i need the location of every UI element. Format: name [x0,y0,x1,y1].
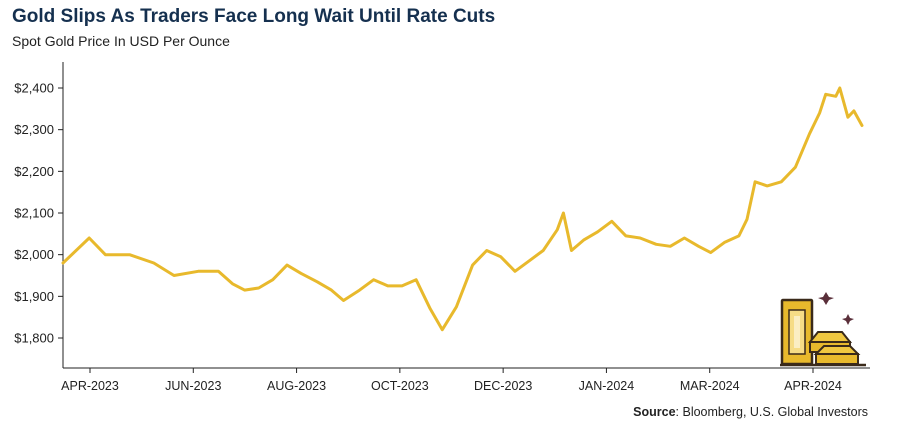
chart-title: Gold Slips As Traders Face Long Wait Unt… [12,6,496,27]
x-tick-label: AUG-2023 [267,379,326,393]
y-tick-label: $1,900 [14,289,54,304]
y-tick-label: $2,000 [14,247,54,262]
source-note: Source: Bloomberg, U.S. Global Investors [633,405,868,419]
x-tick-label: OCT-2023 [371,379,429,393]
x-tick-label: JAN-2024 [579,379,635,393]
x-tick-label: APR-2024 [784,379,842,393]
x-tick-label: DEC-2023 [474,379,532,393]
gold-price-series-line [61,86,864,332]
x-tick-label: JUN-2023 [165,379,221,393]
gold-bars-icon [780,298,866,367]
y-tick-label: $2,300 [14,122,54,137]
y-tick-label: $2,100 [14,206,54,221]
chart-subtitle: Spot Gold Price In USD Per Ounce [12,33,230,49]
y-tick-label: $1,800 [14,331,54,346]
x-tick-label: MAR-2024 [680,379,740,393]
y-tick-label: $2,200 [14,164,54,179]
sparkle-icon [818,292,854,325]
x-tick-label: APR-2023 [61,379,119,393]
y-tick-label: $2,400 [14,81,54,96]
